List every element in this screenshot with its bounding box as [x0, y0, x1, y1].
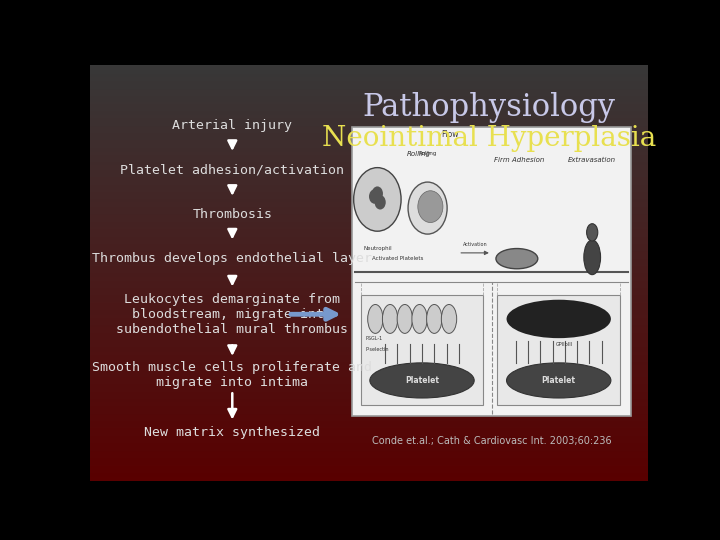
Text: Conde et.al.; Cath & Cardiovasc Int. 2003;60:236: Conde et.al.; Cath & Cardiovasc Int. 200…	[372, 436, 611, 446]
Ellipse shape	[507, 363, 611, 398]
Text: GPIIbIII: GPIIbIII	[557, 342, 574, 347]
Text: Thrombus develops endothelial layer: Thrombus develops endothelial layer	[92, 252, 372, 265]
Ellipse shape	[496, 248, 538, 269]
Ellipse shape	[408, 182, 447, 234]
Text: Platelet: Platelet	[541, 376, 576, 385]
Text: Extravasation: Extravasation	[568, 158, 616, 164]
Text: Neointimal Hyperplasia: Neointimal Hyperplasia	[322, 125, 656, 152]
Ellipse shape	[584, 240, 600, 275]
Text: P-selectin: P-selectin	[366, 347, 389, 352]
Ellipse shape	[507, 300, 611, 338]
Text: Rolling: Rolling	[407, 151, 431, 157]
Ellipse shape	[587, 224, 598, 241]
FancyBboxPatch shape	[361, 295, 483, 404]
Ellipse shape	[427, 305, 442, 333]
Ellipse shape	[374, 195, 386, 210]
Ellipse shape	[382, 305, 397, 333]
Text: Leukocytes demarginate from
bloodstream, migrate into
subendothelial mural throm: Leukocytes demarginate from bloodstream,…	[117, 293, 348, 336]
Text: Neutrophil: Neutrophil	[363, 246, 392, 251]
Ellipse shape	[418, 191, 443, 222]
Ellipse shape	[372, 186, 383, 201]
FancyBboxPatch shape	[498, 295, 620, 404]
Text: Flow: Flow	[441, 131, 459, 139]
Ellipse shape	[412, 305, 427, 333]
Text: PSGL-1: PSGL-1	[366, 336, 383, 341]
Text: Pathophysiology: Pathophysiology	[362, 92, 616, 123]
Ellipse shape	[368, 305, 383, 333]
Text: New matrix synthesized: New matrix synthesized	[144, 426, 320, 439]
Text: Activation: Activation	[463, 242, 487, 247]
Text: Firm Adhesion: Firm Adhesion	[495, 158, 545, 164]
Text: Platelet: Platelet	[405, 376, 439, 385]
Ellipse shape	[441, 305, 456, 333]
Text: Arterial injury: Arterial injury	[172, 119, 292, 132]
Ellipse shape	[370, 363, 474, 398]
Ellipse shape	[354, 167, 401, 231]
Text: Thrombosis: Thrombosis	[192, 208, 272, 221]
Text: Smooth muscle cells proliferate and
migrate into intima: Smooth muscle cells proliferate and migr…	[92, 361, 372, 389]
Text: Activated Platelets: Activated Platelets	[372, 256, 423, 261]
FancyBboxPatch shape	[352, 127, 631, 416]
Text: Platelet adhesion/activation: Platelet adhesion/activation	[120, 163, 344, 176]
Ellipse shape	[397, 305, 413, 333]
Text: Rolling: Rolling	[418, 151, 437, 156]
Ellipse shape	[369, 190, 380, 204]
